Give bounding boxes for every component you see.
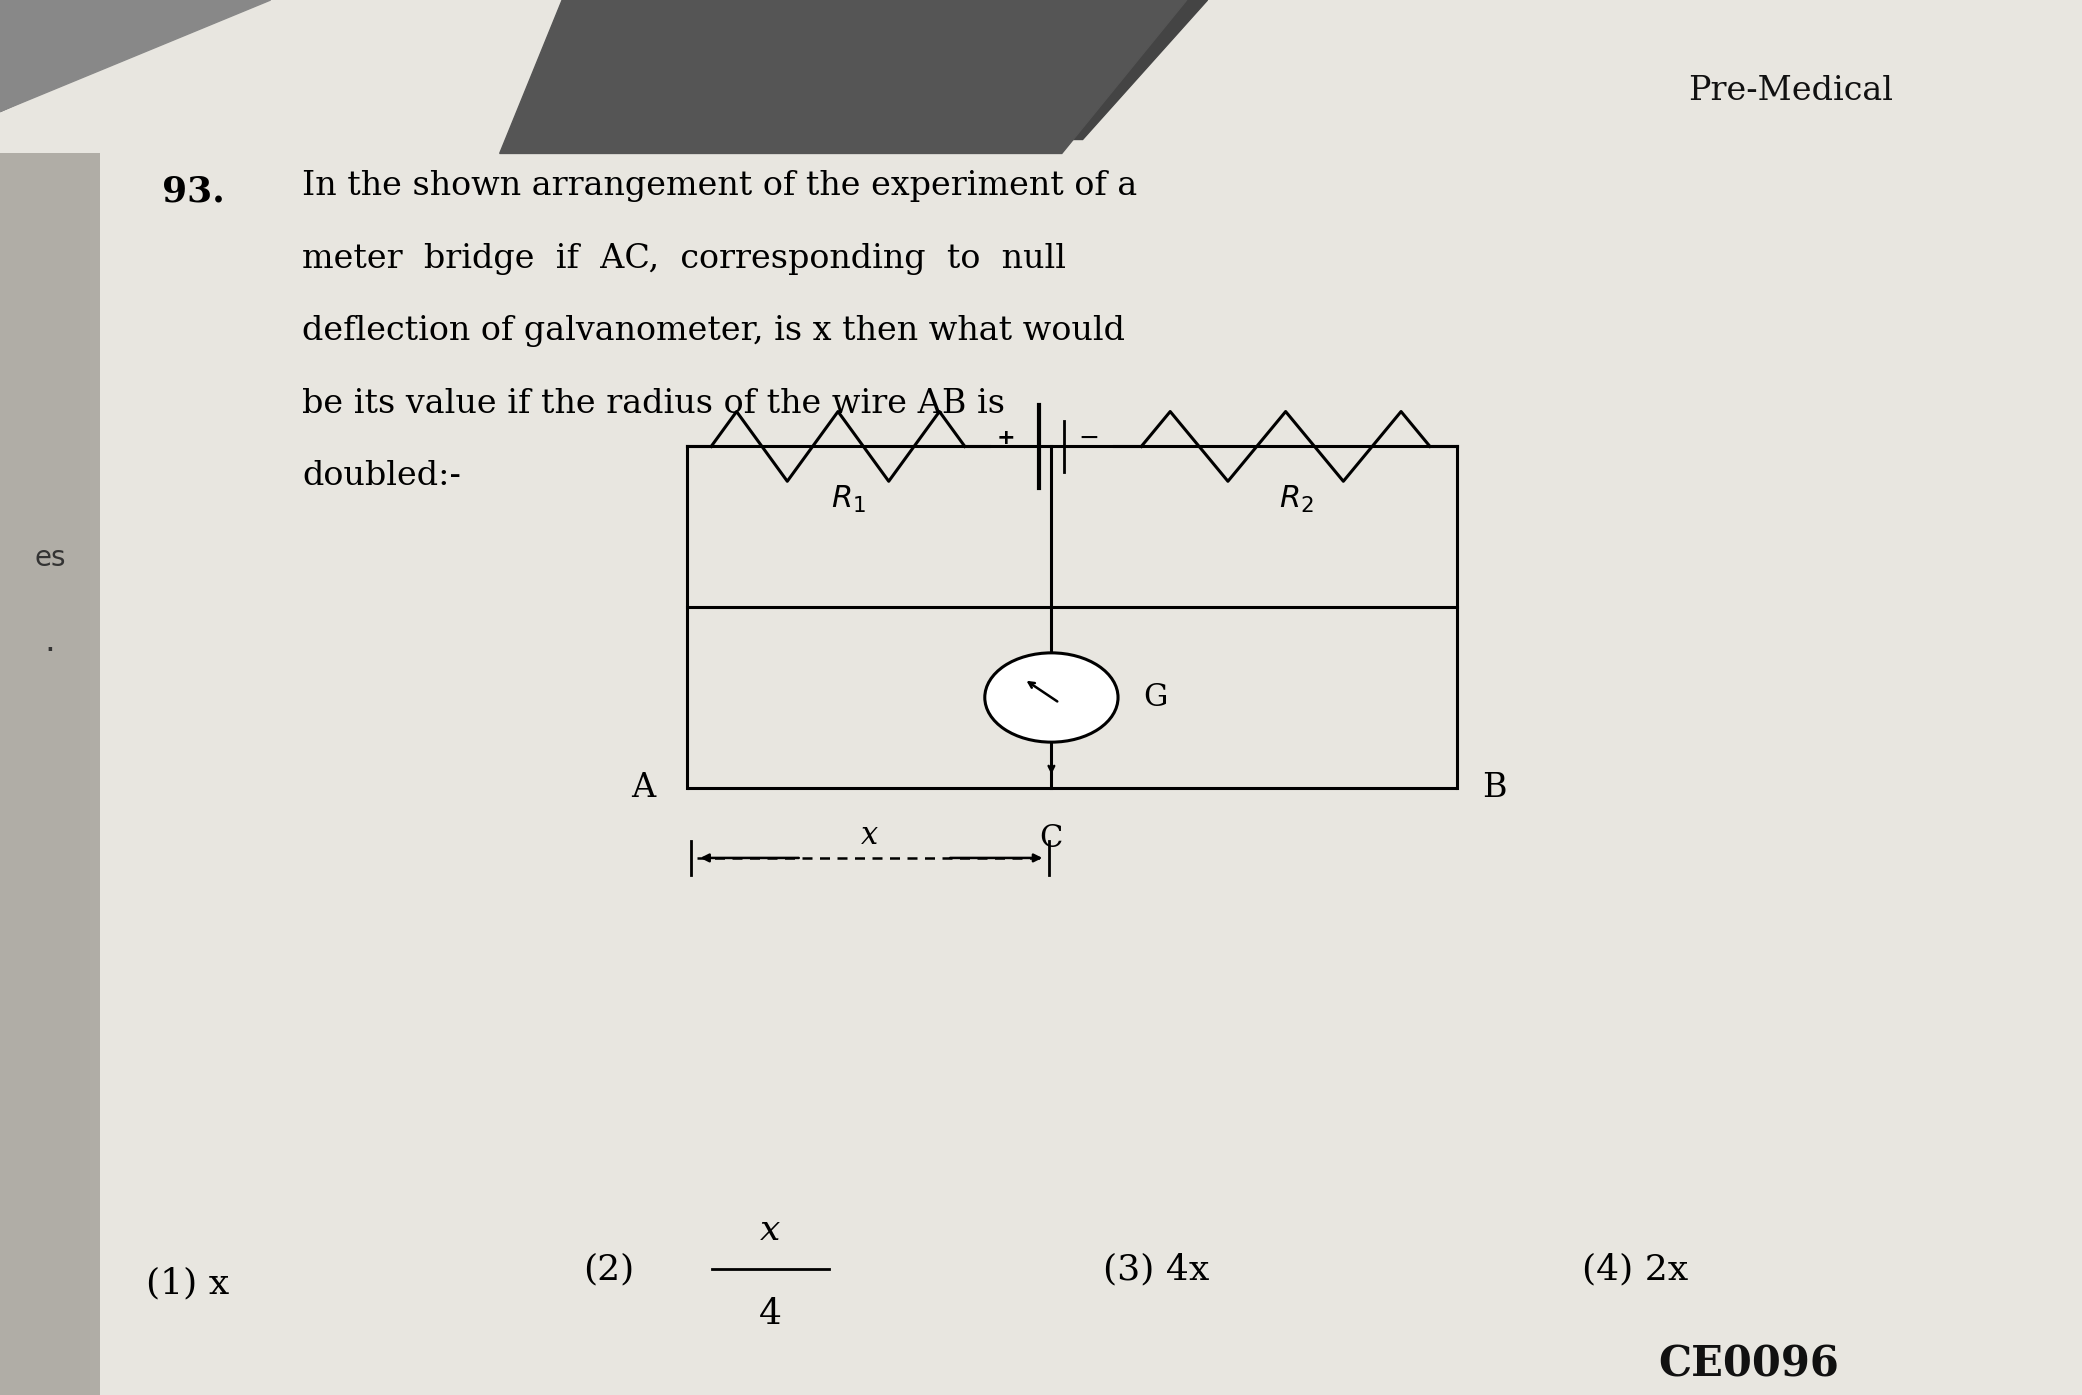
Text: B: B [1482,773,1507,804]
Text: .: . [44,625,56,658]
Text: (3) 4x: (3) 4x [1103,1253,1210,1286]
Text: −: − [1078,425,1099,451]
Text: A: A [631,773,656,804]
Polygon shape [500,0,1187,153]
Text: $R_1$: $R_1$ [831,484,866,515]
Text: G: G [1143,682,1168,713]
Text: deflection of galvanometer, is x then what would: deflection of galvanometer, is x then wh… [302,315,1124,347]
Text: x: x [760,1214,781,1247]
Polygon shape [541,0,1208,140]
FancyBboxPatch shape [0,153,100,1395]
Polygon shape [0,0,250,112]
Text: $R_2$: $R_2$ [1278,484,1314,515]
Text: C: C [1039,823,1064,854]
Text: (1) x: (1) x [146,1267,229,1300]
Text: doubled:-: doubled:- [302,460,460,492]
Text: be its value if the radius of the wire AB is: be its value if the radius of the wire A… [302,388,1006,420]
Text: x: x [860,820,879,851]
Text: (2): (2) [583,1253,635,1286]
Text: +: + [997,428,1014,448]
Text: In the shown arrangement of the experiment of a: In the shown arrangement of the experime… [302,170,1137,202]
Text: 4: 4 [758,1297,783,1331]
Text: Pre-Medical: Pre-Medical [1689,75,1893,106]
Text: meter  bridge  if  AC,  corresponding  to  null: meter bridge if AC, corresponding to nul… [302,243,1066,275]
Text: CE0096: CE0096 [1659,1343,1838,1385]
Text: 93.: 93. [162,174,225,208]
Polygon shape [0,0,271,112]
Text: es: es [33,544,67,572]
Circle shape [985,653,1118,742]
Text: (4) 2x: (4) 2x [1582,1253,1689,1286]
